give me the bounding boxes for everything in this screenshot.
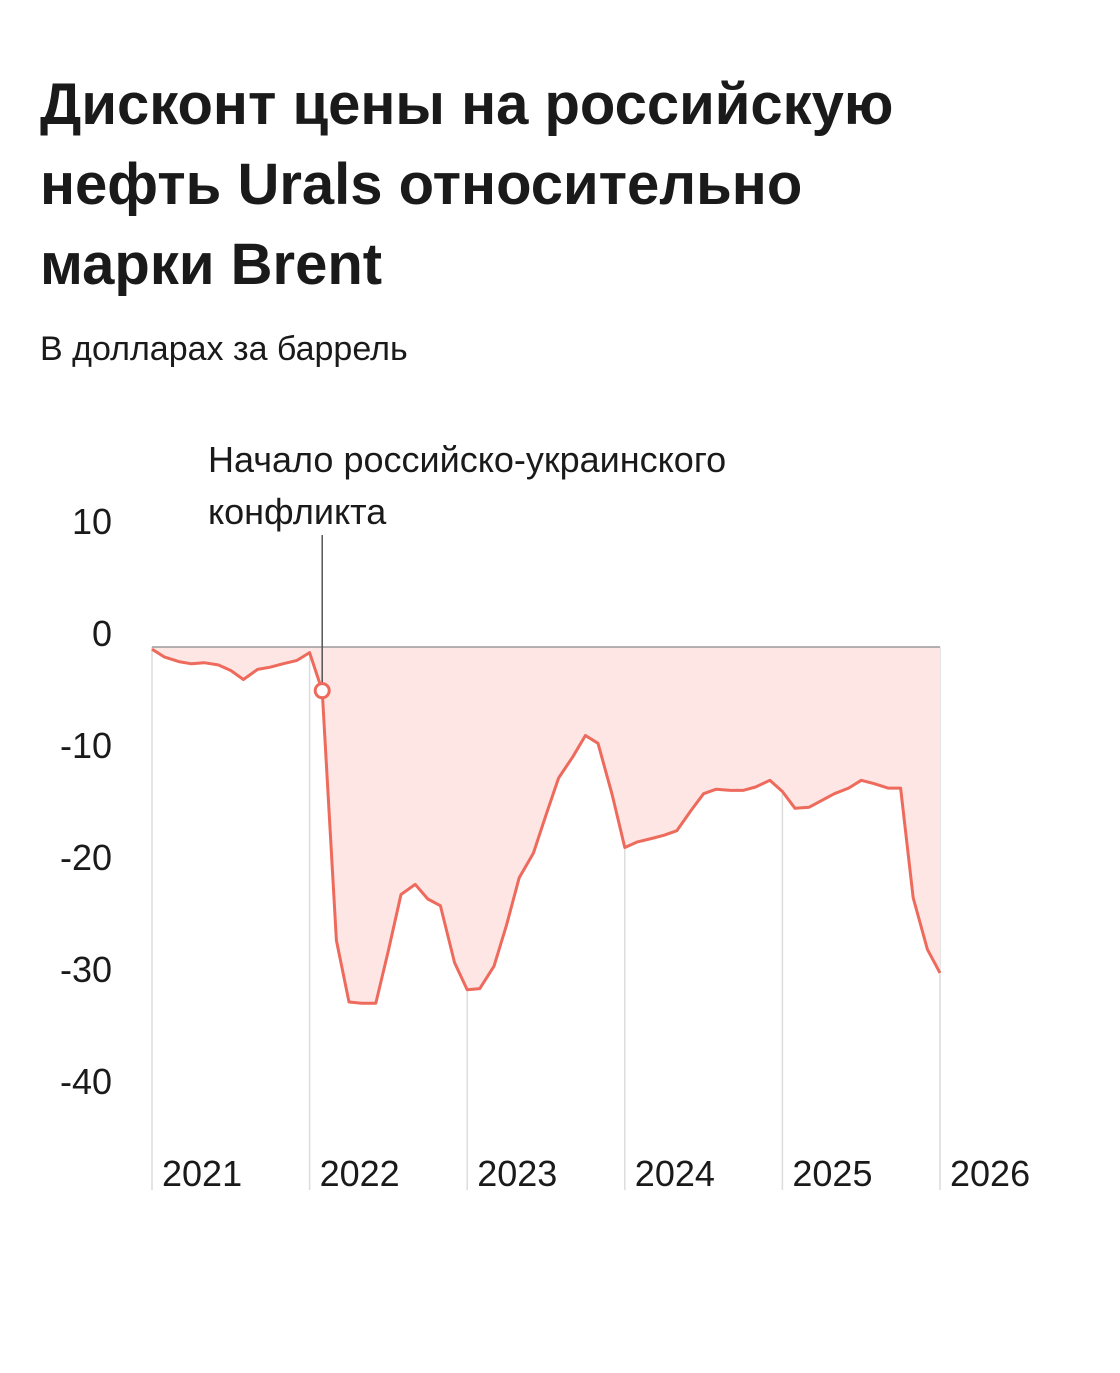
y-tick-label: -20 <box>60 837 112 878</box>
chart-title: нефть Urals относительно <box>40 152 802 217</box>
subtitle: В долларах за баррель <box>40 330 408 368</box>
x-tick-label: 2025 <box>792 1153 872 1194</box>
y-tick-label: -10 <box>60 725 112 766</box>
annotation-text: Начало российско-украинского <box>208 439 726 480</box>
x-tick-label: 2026 <box>950 1153 1030 1194</box>
x-tick-label: 2023 <box>477 1153 557 1194</box>
x-tick-label: 2021 <box>162 1153 242 1194</box>
annotation-text: конфликта <box>208 491 387 532</box>
chart-title: марки Brent <box>40 232 382 297</box>
y-tick-label: -30 <box>60 949 112 990</box>
y-tick-label: 0 <box>92 613 112 654</box>
y-tick-label: -40 <box>60 1061 112 1102</box>
line <box>151 647 942 1005</box>
area <box>152 647 940 1004</box>
x-tick-label: 2022 <box>320 1153 400 1194</box>
y-tick-label: 10 <box>72 501 112 542</box>
annotation-marker <box>313 682 331 700</box>
chart-title: Дисконт цены на российскую <box>40 72 893 137</box>
x-tick-label: 2024 <box>635 1153 715 1194</box>
